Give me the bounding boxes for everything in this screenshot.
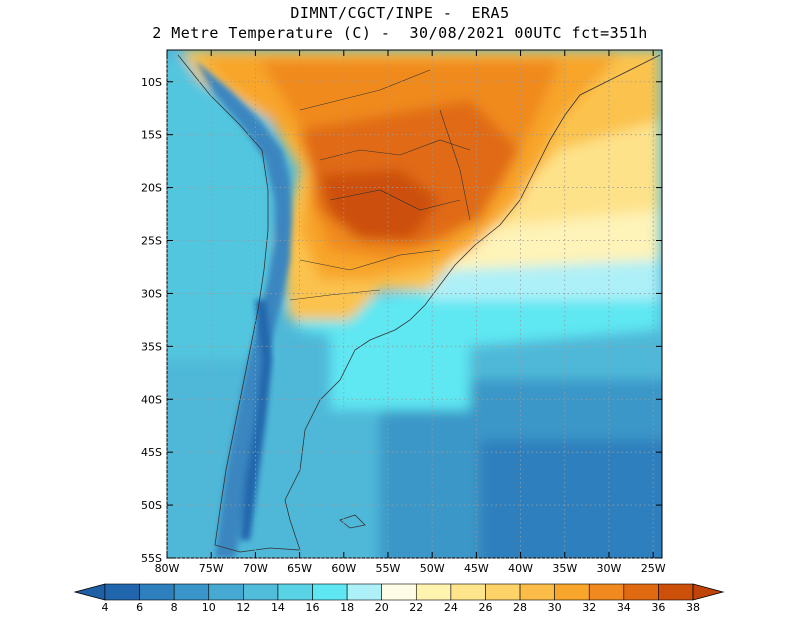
colorbar-label: 30: [548, 601, 562, 614]
colorbar-swatch: [658, 583, 694, 601]
colorbar-label: 38: [686, 601, 700, 614]
lat-label: 35S: [141, 340, 162, 353]
colorbar-swatch: [450, 583, 486, 601]
lat-label: 40S: [141, 393, 162, 406]
colorbar-swatch: [346, 583, 383, 601]
colorbar-swatch: [104, 583, 140, 601]
colorbar-swatch: [312, 583, 348, 601]
colorbar-label: 18: [340, 601, 354, 614]
lon-label: 75W: [199, 562, 224, 575]
colorbar-label: 26: [478, 601, 492, 614]
lon-label: 50W: [420, 562, 445, 575]
lon-label: 60W: [331, 562, 356, 575]
colorbar-swatch: [277, 583, 313, 601]
colorbar-swatch: [208, 583, 244, 601]
colorbar-label: 4: [102, 601, 109, 614]
colorbar-label: 10: [202, 601, 216, 614]
colorbar-label: 14: [271, 601, 285, 614]
colorbar-label: 20: [375, 601, 389, 614]
colorbar-swatch: [554, 583, 590, 601]
colorbar-label: 22: [409, 601, 423, 614]
lat-label: 15S: [141, 129, 162, 142]
lat-lon-grid: [166, 50, 662, 559]
colorbar-swatch: [588, 583, 625, 601]
colorbar-label: 28: [513, 601, 527, 614]
colorbar-swatch: [485, 583, 521, 601]
colorbar-high-arrow: [692, 583, 725, 601]
map-subtitle: 2 Metre Temperature (C) - 30/08/2021 00U…: [152, 24, 648, 42]
lon-label: 40W: [508, 562, 533, 575]
lat-label: 50S: [141, 499, 162, 512]
lon-label: 30W: [597, 562, 622, 575]
temperature-field: [167, 50, 662, 558]
colorbar-swatch: [415, 583, 452, 601]
colorbar-label: 36: [651, 601, 665, 614]
colorbar-label: 6: [136, 601, 143, 614]
colorbar: 4 6 8 10 12 14 16 18 20 22 24 26 28 30 32 34 36 38: [73, 583, 725, 614]
colorbar-label: 16: [306, 601, 320, 614]
lon-label: 55W: [376, 562, 401, 575]
lat-label: 20S: [141, 182, 162, 195]
colorbar-label: 24: [444, 601, 458, 614]
colorbar-swatch: [139, 583, 175, 601]
lon-label: 80W: [155, 562, 180, 575]
lon-label: 65W: [287, 562, 312, 575]
colorbar-label: 12: [236, 601, 250, 614]
colorbar-swatch: [381, 583, 417, 601]
lat-label: 45S: [141, 446, 162, 459]
colorbar-low-arrow: [73, 583, 106, 601]
lon-label: 70W: [243, 562, 268, 575]
lat-label: 55S: [141, 552, 162, 565]
lon-label: 25W: [641, 562, 666, 575]
lat-label: 30S: [141, 287, 162, 300]
lat-label: 25S: [141, 235, 162, 248]
colorbar-swatch: [173, 583, 210, 601]
map-title: DIMNT/CGCT/INPE - ERA5: [290, 4, 510, 22]
colorbar-swatch: [519, 583, 555, 601]
lon-label: 45W: [464, 562, 489, 575]
colorbar-label: 32: [582, 601, 596, 614]
colorbar-label: 34: [617, 601, 631, 614]
colorbar-swatch: [243, 583, 279, 601]
lon-label: 35W: [552, 562, 577, 575]
colorbar-label: 8: [171, 601, 178, 614]
lat-label: 10S: [141, 76, 162, 89]
colorbar-swatch: [623, 583, 659, 601]
